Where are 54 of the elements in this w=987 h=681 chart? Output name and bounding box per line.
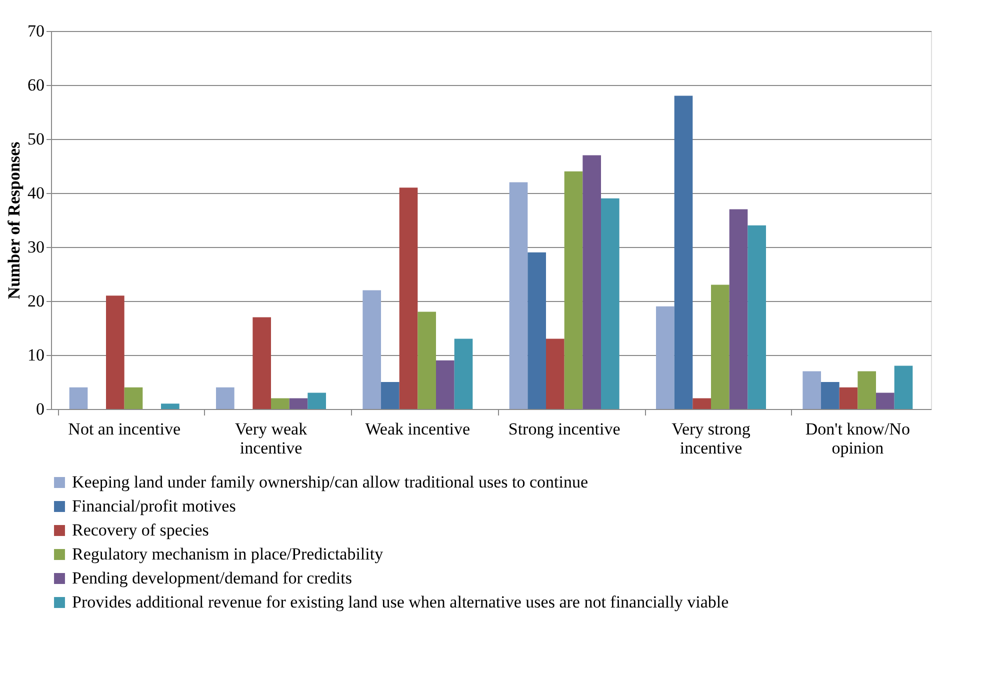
bar [601, 198, 620, 409]
x-tick-label: Very strong incentive [672, 420, 751, 458]
bar [381, 382, 400, 409]
bar [216, 387, 234, 409]
bar [821, 382, 840, 409]
bar [876, 392, 894, 409]
x-tick-label: Not an incentive [68, 420, 181, 438]
bar [528, 252, 546, 409]
bar [308, 392, 326, 409]
bar [748, 225, 766, 409]
y-tick-label: 30 [28, 238, 44, 256]
bar [582, 155, 601, 409]
bar [436, 360, 454, 409]
legend-label: Recovery of species [72, 520, 209, 540]
bar [362, 290, 381, 409]
bar [69, 387, 88, 409]
bar [711, 284, 730, 409]
bar [546, 338, 564, 409]
bar [124, 387, 143, 409]
bar [894, 366, 913, 409]
bar [289, 398, 308, 409]
bar [271, 398, 290, 409]
bar [656, 306, 674, 409]
bar [399, 188, 418, 409]
y-tick-label: 0 [36, 400, 44, 418]
x-tick-label: Weak incentive [365, 420, 470, 438]
x-tick-label: Very weak incentive [234, 420, 308, 458]
bar [454, 338, 473, 409]
y-tick-label: 10 [28, 346, 44, 364]
bar [729, 209, 748, 409]
x-tick-label: Strong incentive [508, 420, 620, 438]
legend-label: Keeping land under family ownership/can allow traditional uses to continue [72, 472, 588, 492]
bar [564, 171, 583, 409]
bar [802, 371, 821, 409]
bar [839, 387, 858, 409]
bar [858, 371, 876, 409]
legend-label: Financial/profit motives [72, 496, 236, 516]
bar [509, 182, 528, 409]
legend-label: Regulatory mechanism in place/Predictability [72, 544, 384, 564]
y-tick-label: 20 [28, 292, 44, 310]
bar [692, 398, 711, 409]
y-axis-title: Number of Responses [4, 141, 24, 300]
y-tick-label: 70 [28, 22, 44, 40]
bar [674, 96, 693, 409]
y-tick-label: 60 [28, 76, 44, 94]
bar [418, 312, 436, 409]
bar [106, 296, 124, 409]
legend-label: Pending development/demand for credits [72, 568, 352, 588]
x-tick-label: Don't know/No opinion [805, 420, 910, 458]
y-tick-label: 40 [28, 184, 44, 202]
y-tick-label: 50 [28, 130, 44, 148]
bar [252, 317, 271, 409]
legend-label: Provides additional revenue for existing land use when alternative uses are not financially viable [72, 592, 729, 612]
bar [161, 404, 180, 409]
